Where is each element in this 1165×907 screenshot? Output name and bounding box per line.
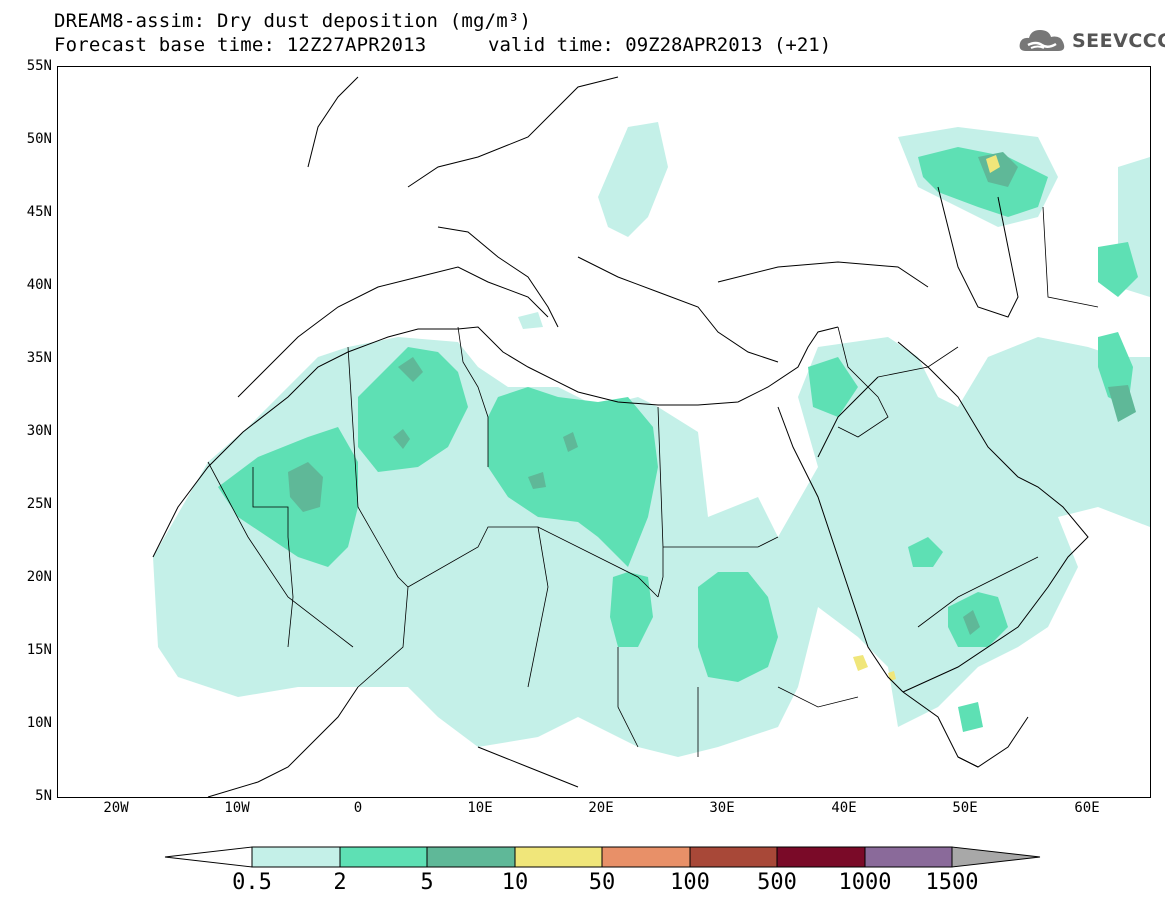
- lon-label: 50E: [952, 800, 978, 816]
- colorbar-segment: [426, 846, 516, 868]
- lat-label: 20N: [26, 569, 52, 585]
- lon-label: 40E: [831, 800, 857, 816]
- lat-label: 35N: [26, 350, 52, 366]
- colorbar-label: 5: [420, 870, 434, 895]
- colorbar-label: 1000: [838, 870, 892, 895]
- colorbar-segment: [689, 846, 778, 868]
- dust-shading-yellow: [853, 155, 1000, 681]
- lat-label: 5N: [35, 788, 52, 804]
- dust-map: [152, 76, 1150, 797]
- lat-label: 10N: [26, 715, 52, 731]
- colorbar-over-triangle: [951, 846, 1041, 868]
- lat-label: 30N: [26, 423, 52, 439]
- map-area: [57, 66, 1151, 798]
- colorbar-label: 500: [757, 870, 797, 895]
- colorbar-label: 100: [670, 870, 710, 895]
- coastlines: [152, 76, 1089, 797]
- lon-label: 10W: [224, 800, 250, 816]
- logo-text: SEEVCCC: [1072, 30, 1165, 52]
- lon-label: 10E: [467, 800, 493, 816]
- colorbar-label: 0.5: [232, 870, 272, 895]
- cloud-icon: [1019, 30, 1065, 51]
- colorbar-label: 1500: [925, 870, 979, 895]
- lon-label: 0: [353, 800, 363, 816]
- lat-label: 40N: [26, 277, 52, 293]
- lat-label: 55N: [26, 58, 52, 74]
- lat-label: 50N: [26, 131, 52, 147]
- colorbar-label: 50: [588, 870, 616, 895]
- colorbar-label: 2: [333, 870, 347, 895]
- colorbar-segment: [864, 846, 953, 868]
- colorbar-segment: [514, 846, 603, 868]
- colorbar-segment: [251, 846, 341, 868]
- lat-label: 45N: [26, 204, 52, 220]
- lon-label: 30E: [709, 800, 735, 816]
- dust-shading-dark: [288, 152, 1136, 635]
- colorbar-under-triangle: [164, 846, 253, 868]
- map-title: DREAM8-assim: Dry dust deposition (mg/m³…: [54, 10, 532, 32]
- lon-label: 20E: [588, 800, 614, 816]
- country-borders: [207, 206, 1099, 757]
- valid-time: valid time: 09Z28APR2013 (+21): [488, 34, 832, 56]
- seevccc-logo: SEEVCCC: [1018, 26, 1165, 56]
- lat-label: 25N: [26, 496, 52, 512]
- colorbar-segment: [776, 846, 866, 868]
- lon-label: 60E: [1074, 800, 1100, 816]
- lat-label: 15N: [26, 642, 52, 658]
- colorbar-label: 10: [501, 870, 529, 895]
- dust-shading-medium: [218, 147, 1138, 732]
- colorbar-segment: [601, 846, 691, 868]
- lon-label: 20W: [103, 800, 129, 816]
- colorbar-segment: [339, 846, 428, 868]
- forecast-base-time: Forecast base time: 12Z27APR2013: [54, 34, 427, 56]
